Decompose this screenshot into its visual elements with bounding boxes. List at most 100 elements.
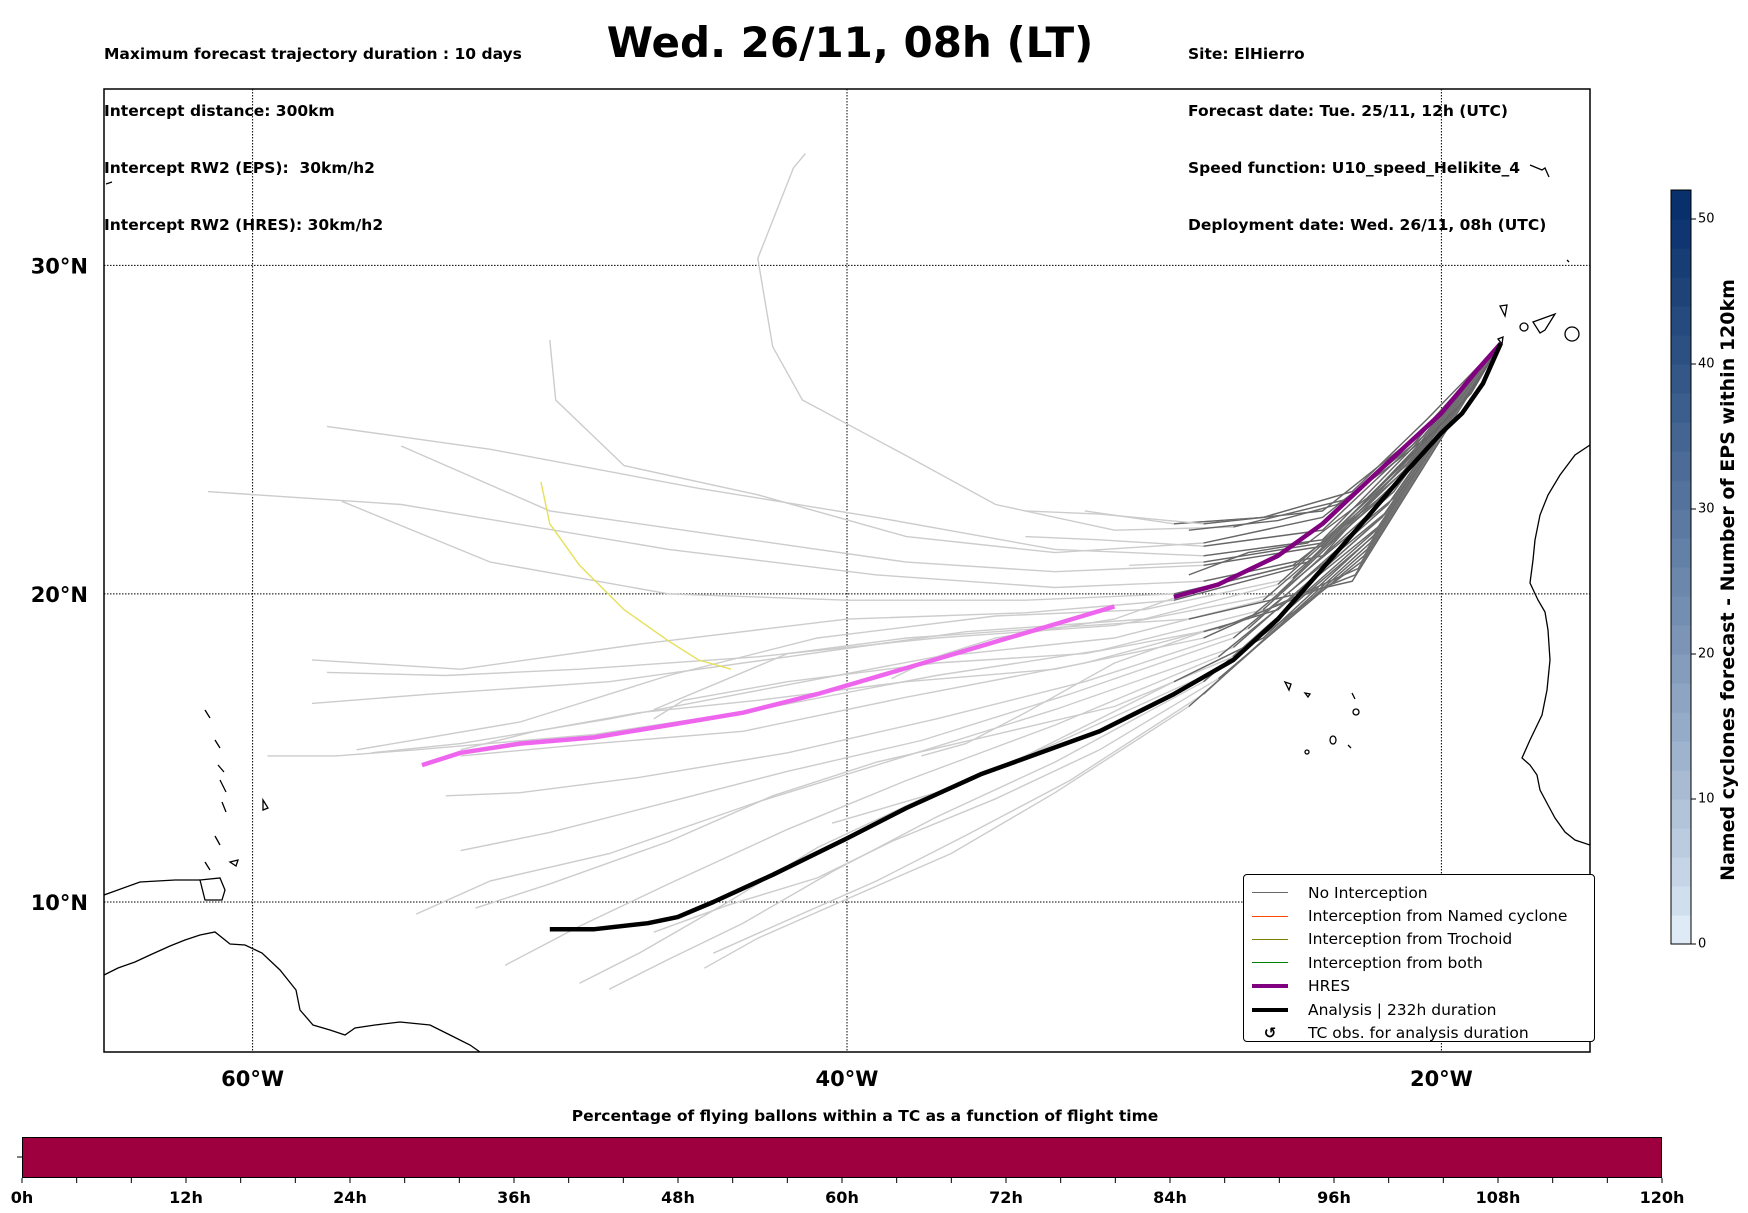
eps-track-far <box>415 343 1502 915</box>
legend-swatch <box>1252 984 1288 989</box>
map-title: Wed. 26/11, 08h (LT) <box>606 18 1094 67</box>
colorbar-level <box>1671 480 1691 510</box>
colorbar-level <box>1671 886 1691 916</box>
colorbar-label: Named cyclones forecast - Number of EPS … <box>1717 279 1739 881</box>
flight-bar-tick-label: 12h <box>169 1188 203 1207</box>
eps-track-far <box>891 342 1502 680</box>
legend-label: Interception from Named cyclone <box>1308 907 1568 926</box>
trochoid-track <box>540 481 732 670</box>
colorbar-level <box>1671 712 1691 742</box>
eps-track-far <box>207 342 1502 589</box>
flight-bar-tick-label: 36h <box>497 1188 531 1207</box>
flight-bar-tick-label: 0h <box>10 1188 34 1207</box>
colorbar-level <box>1671 654 1691 684</box>
forecast-date-text: Forecast date: Tue. 25/11, 12h (UTC) <box>1188 102 1509 120</box>
legend-item-both: Interception from both <box>1252 951 1586 974</box>
hres-track-far <box>421 604 1116 768</box>
intercept-rw2-eps-text: Intercept RW2 (EPS): 30km/h2 <box>104 159 375 177</box>
intercept-distance-text: Intercept distance: 300km <box>104 102 335 120</box>
colorbar <box>1670 189 1696 945</box>
trajectory-layer <box>207 153 1503 990</box>
flight-bar-tick-label: 48h <box>661 1188 695 1207</box>
colorbar-tick-label: 10 <box>1698 791 1715 807</box>
colorbar-level <box>1671 799 1691 829</box>
eps-track <box>1203 342 1502 589</box>
eps-track-far <box>757 153 1502 531</box>
flight-bar-tick-label: 72h <box>989 1188 1023 1207</box>
colorbar-level <box>1671 422 1691 452</box>
colorbar-level <box>1671 248 1691 278</box>
legend-swatch <box>1252 962 1288 964</box>
coast-venezuela-north <box>104 879 200 896</box>
lat-tick-label: 20°N <box>31 583 88 607</box>
eps-track <box>1188 343 1502 531</box>
colorbar-level <box>1671 364 1691 394</box>
colorbar-level <box>1671 509 1691 539</box>
colorbar-level <box>1671 741 1691 771</box>
deployment-date-text: Deployment date: Wed. 26/11, 08h (UTC) <box>1188 216 1547 234</box>
colorbar-tick-label: 50 <box>1698 211 1715 227</box>
eps-track-far <box>1129 342 1502 566</box>
tc-symbol-icon: ↺ <box>1263 1024 1277 1043</box>
coast-trinidad <box>199 877 226 901</box>
legend-swatch <box>1252 938 1288 940</box>
coast-africa <box>1521 444 1590 846</box>
flight-bar-tick-label: 24h <box>333 1188 367 1207</box>
legend-item-no-interception: No Interception <box>1252 881 1586 904</box>
legend-label: No Interception <box>1308 883 1428 902</box>
colorbar-tick-label: 40 <box>1698 356 1715 372</box>
legend-label: HRES <box>1308 977 1351 996</box>
legend-label: Analysis | 232h duration <box>1308 1000 1497 1019</box>
speed-function-text: Speed function: U10_speed_Helikite_4 <box>1188 159 1521 177</box>
legend-swatch <box>1252 892 1288 894</box>
colorbar-level <box>1671 335 1691 365</box>
colorbar-level <box>1671 393 1691 423</box>
eps-track-far <box>653 343 1502 933</box>
eps-track <box>1203 342 1502 563</box>
map-frame <box>103 88 1591 1053</box>
eps-track <box>1188 343 1502 576</box>
coast-misc-islands <box>105 164 1570 263</box>
legend-item-trochoid: Interception from Trochoid <box>1252 928 1586 951</box>
axis-tick-labels: 60°W 40°W 20°W 30°N 20°N 10°N <box>31 254 1473 1091</box>
colorbar-level <box>1671 451 1691 481</box>
legend: No Interception Interception from Named … <box>1243 874 1595 1042</box>
max-duration-text: Maximum forecast trajectory duration : 1… <box>104 45 522 63</box>
eps-track-far <box>504 343 1502 966</box>
analysis-track <box>549 342 1503 932</box>
eps-track <box>1203 342 1502 582</box>
coast-la-gomera <box>1519 322 1529 332</box>
legend-item-tc-obs: ↺ TC obs. for analysis duration <box>1252 1021 1586 1044</box>
legend-swatch <box>1252 915 1288 917</box>
legend-item-analysis: Analysis | 232h duration <box>1252 998 1586 1021</box>
flight-bar-tick-label: 60h <box>825 1188 859 1207</box>
colorbar-level <box>1671 857 1691 887</box>
colorbar-level <box>1671 567 1691 597</box>
colorbar-level <box>1671 770 1691 800</box>
colorbar-level <box>1671 538 1691 568</box>
hres-track <box>1173 341 1503 600</box>
eps-track-far <box>921 343 1502 757</box>
colorbar-level <box>1671 219 1691 249</box>
coast-el-hierro <box>1496 335 1504 346</box>
colorbar-tick-label: 20 <box>1698 646 1715 662</box>
colorbar-level <box>1671 190 1691 220</box>
lon-tick-label: 20°W <box>1410 1067 1473 1091</box>
colorbar-level <box>1671 683 1691 713</box>
eps-track-far <box>356 342 1502 751</box>
legend-item-named-cyclone: Interception from Named cyclone <box>1252 904 1586 927</box>
legend-swatch <box>1252 1007 1288 1012</box>
coastlines <box>104 164 1590 1052</box>
flight-time-bar <box>22 1137 1662 1178</box>
legend-label: Interception from both <box>1308 953 1483 972</box>
colorbar-level <box>1671 915 1691 945</box>
flight-bar-tick-label: 84h <box>1153 1188 1187 1207</box>
legend-item-hres: HRES <box>1252 975 1586 998</box>
coast-gran-canaria <box>1564 326 1580 342</box>
colorbar-frame <box>1670 189 1692 945</box>
colorbar-tick-label: 0 <box>1698 936 1707 952</box>
flight-bar-tick-label: 96h <box>1317 1188 1351 1207</box>
colorbar-level <box>1671 596 1691 626</box>
eps-track-far <box>549 339 1502 554</box>
